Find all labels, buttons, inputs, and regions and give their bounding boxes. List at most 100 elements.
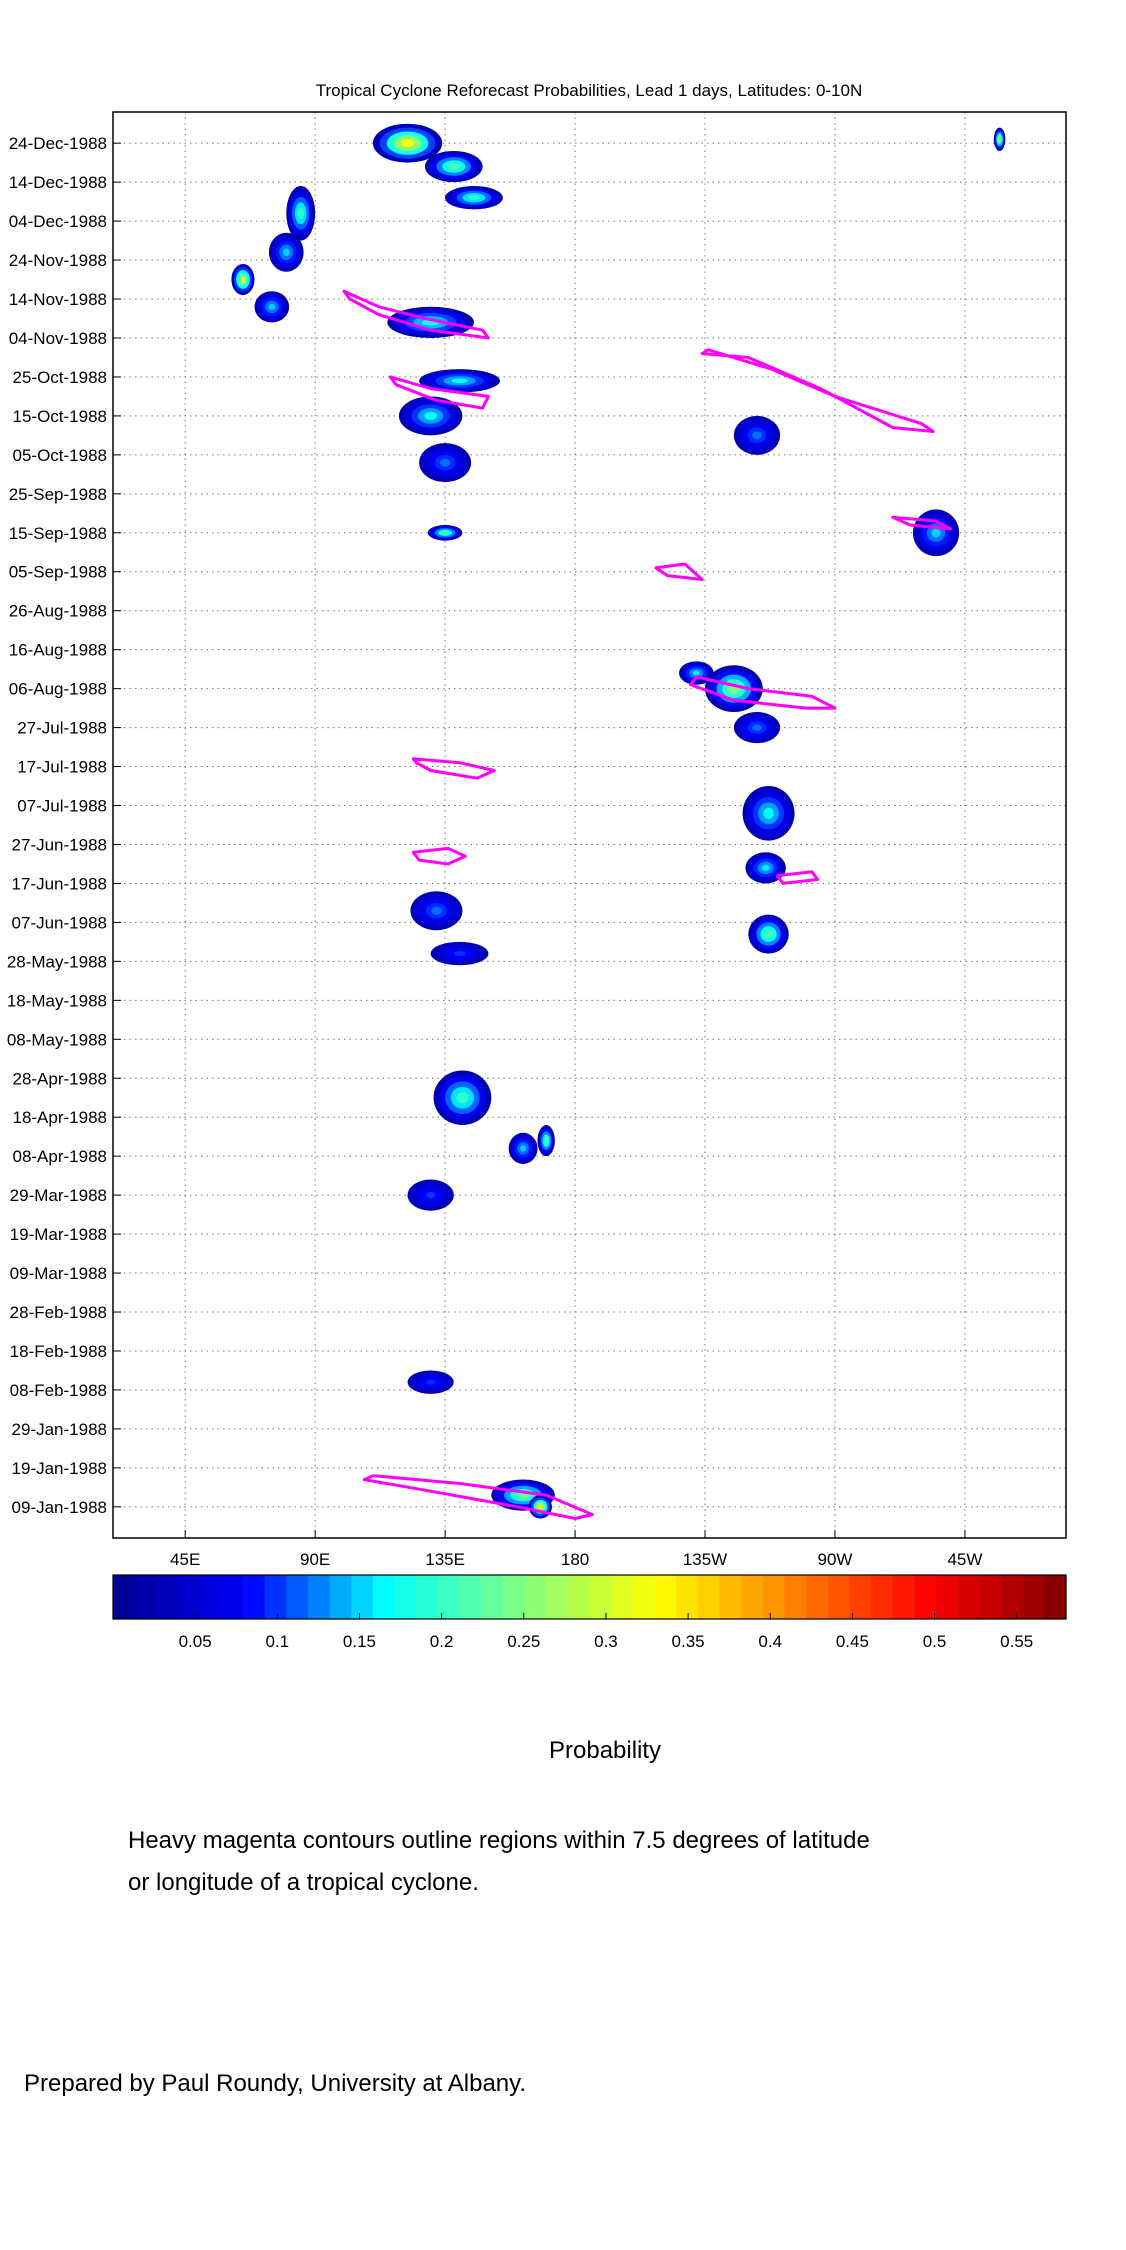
- colorbar-segment: [134, 1575, 157, 1619]
- chart-title: Tropical Cyclone Reforecast Probabilitie…: [316, 81, 863, 100]
- y-tick-label: 14-Dec-1988: [9, 173, 107, 192]
- probability-level: [931, 528, 941, 538]
- probability-blob: [254, 291, 290, 323]
- x-tick-label: 135E: [425, 1550, 465, 1569]
- probability-blob: [445, 186, 503, 210]
- colorbar-tick-label: 0.5: [923, 1632, 947, 1651]
- colorbar-segment: [394, 1575, 417, 1619]
- probability-level: [426, 1379, 436, 1385]
- colorbar-segment: [177, 1575, 201, 1619]
- colorbar-tick-label: 0.05: [179, 1632, 212, 1651]
- probability-blob: [231, 263, 255, 296]
- colorbar-tick-label: 0.15: [343, 1632, 376, 1651]
- probability-blob: [748, 914, 789, 954]
- y-tick-label: 08-Apr-1988: [12, 1147, 107, 1166]
- probability-blob: [679, 661, 714, 685]
- colorbar-segment: [221, 1575, 244, 1619]
- colorbar-segment: [416, 1575, 439, 1619]
- probability-level: [544, 1137, 548, 1144]
- cyclone-contour: [775, 870, 820, 885]
- colorbar-segment: [871, 1575, 894, 1619]
- cyclone-contour: [388, 375, 490, 410]
- colorbar-segment: [849, 1575, 872, 1619]
- cyclone-contour: [342, 289, 490, 340]
- colorbar-segment: [1001, 1575, 1024, 1619]
- probability-blob: [427, 524, 463, 541]
- colorbar-segment: [524, 1575, 547, 1619]
- probability-level: [441, 531, 449, 535]
- colorbar-tick-label: 0.45: [836, 1632, 869, 1651]
- colorbar-ticks: 0.05 0.1 0.15 0.2 0.25 0.3 0.35 0.4 0.45 0.5 0.55: [179, 1613, 1033, 1651]
- y-tick-label: 29-Jan-1988: [12, 1420, 107, 1439]
- colorbar-segment: [914, 1575, 937, 1619]
- probability-level: [297, 207, 304, 219]
- y-tick-label: 19-Jan-1988: [12, 1459, 107, 1478]
- note-line-2: or longitude of a tropical cyclone.: [128, 1869, 479, 1896]
- colorbar-segment: [199, 1575, 222, 1619]
- colorbar-segment: [957, 1575, 980, 1619]
- probability-blob: [733, 712, 781, 744]
- x-tick-label: 135W: [683, 1550, 727, 1569]
- cyclone-contour: [411, 757, 496, 780]
- cyclone-contour: [411, 846, 467, 866]
- probability-blob: [508, 1132, 538, 1164]
- y-tick-label: 05-Sep-1988: [9, 563, 107, 582]
- colorbar-tick-label: 0.25: [507, 1632, 540, 1651]
- colorbar-tick-label: 0.3: [594, 1632, 618, 1651]
- colorbar-segment: [242, 1575, 266, 1619]
- x-axis: 45E 90E 135E 180 135W 90W 45W: [170, 1530, 982, 1569]
- cyclone-contour: [654, 562, 704, 581]
- y-tick-label: 26-Aug-1988: [9, 602, 107, 621]
- probability-level: [752, 431, 762, 440]
- cyclone-contour: [700, 348, 935, 433]
- probability-blob: [537, 1125, 555, 1157]
- probability-level: [451, 378, 468, 384]
- x-tick-label: 90E: [300, 1550, 330, 1569]
- y-tick-label: 07-Jul-1988: [17, 797, 107, 816]
- probability-level: [447, 163, 460, 170]
- probability-blob: [705, 665, 763, 713]
- cyclone-contours: [342, 289, 952, 1520]
- y-tick-label: 04-Dec-1988: [9, 212, 107, 231]
- cyclone-contour: [689, 675, 837, 710]
- y-tick-label: 18-Apr-1988: [12, 1108, 107, 1127]
- colorbar-segments: [113, 1575, 1067, 1619]
- y-tick-label: 08-Feb-1988: [10, 1381, 107, 1400]
- colorbar-tick-label: 0.35: [672, 1632, 705, 1651]
- y-tick-label: 25-Oct-1988: [13, 368, 108, 387]
- colorbar-segment: [481, 1575, 504, 1619]
- probability-level: [752, 724, 762, 731]
- colorbar-segment: [676, 1575, 699, 1619]
- colorbar-segment: [632, 1575, 656, 1619]
- colorbar-segment: [437, 1575, 461, 1619]
- y-tick-label: 28-Feb-1988: [10, 1303, 107, 1322]
- probability-level: [764, 930, 773, 938]
- probability-level: [763, 807, 774, 819]
- y-tick-label: 08-May-1988: [7, 1030, 107, 1049]
- probability-level: [240, 276, 246, 283]
- probability-blob: [912, 509, 960, 557]
- probability-level: [468, 195, 480, 201]
- y-tick-label: 07-Jun-1988: [12, 913, 107, 932]
- probability-blob: [745, 852, 786, 884]
- cyclone-contour: [362, 1474, 594, 1520]
- colorbar-frame: [112, 1574, 1067, 1620]
- colorbar-segment: [372, 1575, 396, 1619]
- colorbar-segment: [567, 1575, 591, 1619]
- y-tick-label: 28-Apr-1988: [12, 1069, 107, 1088]
- probability-blob: [528, 1495, 552, 1519]
- plot-background: [113, 112, 1066, 1538]
- colorbar-segment: [741, 1575, 764, 1619]
- y-tick-label: 06-Aug-1988: [9, 680, 107, 699]
- colorbar-segment: [806, 1575, 829, 1619]
- colorbar-segment: [936, 1575, 959, 1619]
- y-tick-label: 15-Oct-1988: [13, 407, 108, 426]
- y-tick-label: 09-Jan-1988: [12, 1498, 107, 1517]
- colorbar-segment: [502, 1575, 526, 1619]
- grid-lines: [113, 112, 1066, 1538]
- probability-blob: [733, 415, 781, 455]
- probability-level: [268, 303, 276, 310]
- y-tick-label: 16-Aug-1988: [9, 641, 107, 660]
- probability-blob: [742, 786, 795, 841]
- probability-blob: [286, 186, 316, 241]
